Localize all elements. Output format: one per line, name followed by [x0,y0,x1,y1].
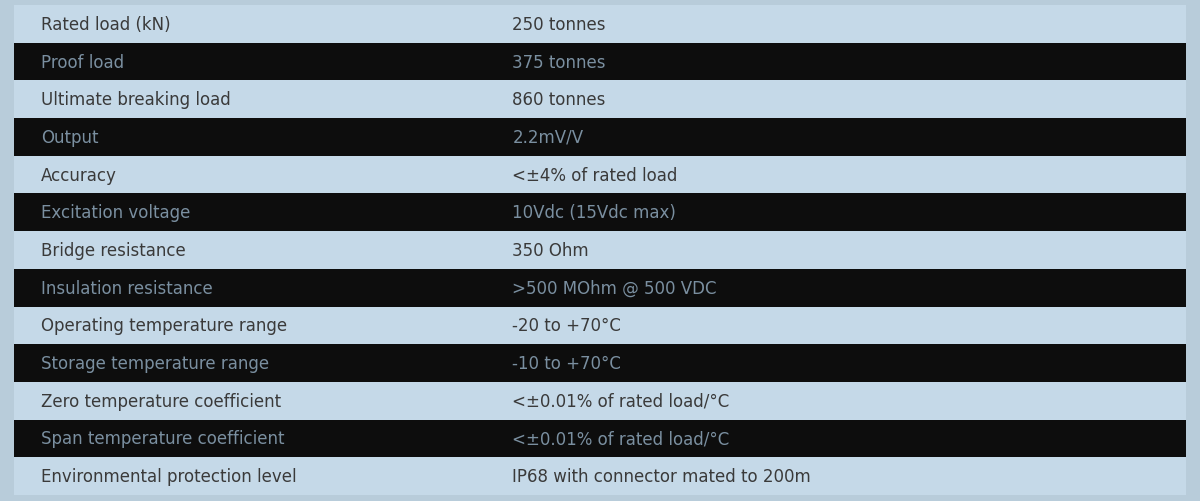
Text: Insulation resistance: Insulation resistance [41,279,212,297]
Bar [14,231,1186,270]
Bar [14,6,1186,44]
Text: <±0.01% of rated load/°C: <±0.01% of rated load/°C [512,392,730,410]
Text: Span temperature coefficient: Span temperature coefficient [41,429,284,447]
Bar [14,270,1186,307]
Text: Output: Output [41,129,98,147]
Text: -10 to +70°C: -10 to +70°C [512,354,622,372]
Text: 10Vdc (15Vdc max): 10Vdc (15Vdc max) [512,204,677,222]
Bar [14,44,1186,81]
Text: 250 tonnes: 250 tonnes [512,16,606,34]
Text: 350 Ohm: 350 Ohm [512,241,589,260]
Bar [14,307,1186,345]
Text: Operating temperature range: Operating temperature range [41,317,287,335]
Text: Proof load: Proof load [41,54,124,72]
Bar [14,382,1186,420]
Bar [14,420,1186,457]
Bar [14,81,1186,119]
Text: Storage temperature range: Storage temperature range [41,354,269,372]
Text: Environmental protection level: Environmental protection level [41,467,296,485]
Text: 2.2mV/V: 2.2mV/V [512,129,583,147]
Text: >500 MOhm @ 500 VDC: >500 MOhm @ 500 VDC [512,279,716,297]
Text: Accuracy: Accuracy [41,166,116,184]
Bar [14,194,1186,231]
Text: Excitation voltage: Excitation voltage [41,204,190,222]
Bar [14,345,1186,382]
Text: Rated load (kN): Rated load (kN) [41,16,170,34]
Bar [14,457,1186,495]
Bar [14,156,1186,194]
Text: Bridge resistance: Bridge resistance [41,241,186,260]
Text: <±0.01% of rated load/°C: <±0.01% of rated load/°C [512,429,730,447]
Text: 375 tonnes: 375 tonnes [512,54,606,72]
Text: <±4% of rated load: <±4% of rated load [512,166,678,184]
Bar [14,119,1186,156]
Text: -20 to +70°C: -20 to +70°C [512,317,622,335]
Text: Zero temperature coefficient: Zero temperature coefficient [41,392,281,410]
Text: Ultimate breaking load: Ultimate breaking load [41,91,230,109]
Text: 860 tonnes: 860 tonnes [512,91,606,109]
Text: IP68 with connector mated to 200m: IP68 with connector mated to 200m [512,467,811,485]
